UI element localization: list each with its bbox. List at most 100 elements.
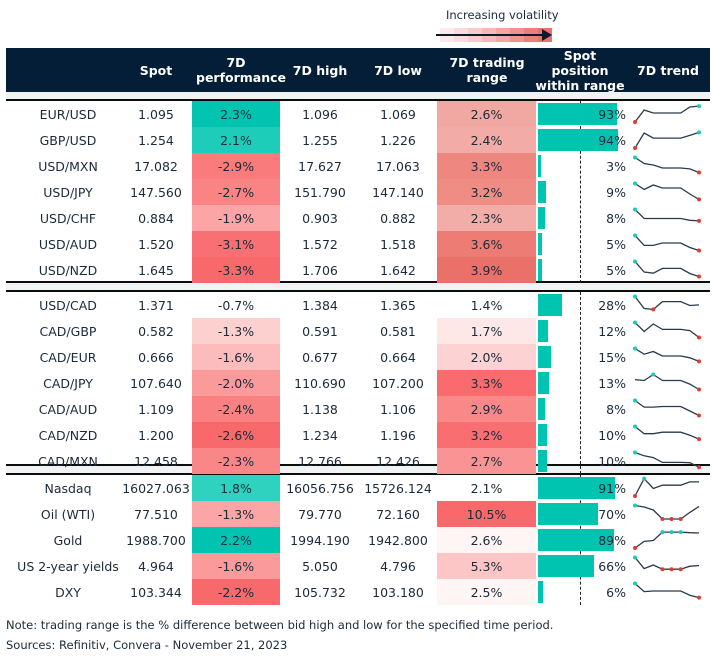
instrument-name: EUR/USD [39,106,97,122]
sparkline-low-point [697,359,701,364]
spot-value: 1.645 [138,262,174,278]
sparkline-high-point [633,398,637,403]
sparkline-high-point [633,346,637,351]
high-value: 1.384 [302,297,338,313]
trading-range-value: 3.2% [437,422,536,448]
midpoint-dashed-line [580,101,581,283]
instrument-name: Gold [53,532,83,548]
footnote: Note: trading range is the % difference … [6,618,554,632]
sparkline-low-point [697,218,701,223]
position-bar-cell: 5% [538,231,626,257]
sparkline-high-point [633,233,637,238]
sparkline-high-point [633,555,637,560]
low-value: 1.642 [380,262,416,278]
sparkline-svg [633,450,701,470]
instrument-name: CAD/NZD [38,427,98,443]
trading-range-value: 2.3% [437,205,536,231]
position-bar-cell: 8% [538,205,626,231]
position-bar-cell: 5% [538,257,626,283]
position-bar-cell: 10% [538,422,626,448]
sparkline-high-point [642,476,647,481]
spot-value: 1.371 [138,297,174,313]
sparkline-low-point [660,517,665,521]
position-percent: 91% [598,480,626,496]
position-bar [538,581,543,603]
sparkline-svg [633,259,701,279]
position-bar [538,398,545,420]
spot-value: 0.884 [138,210,174,226]
spot-value: 1.254 [138,132,174,148]
low-value: 17.063 [376,158,420,174]
sparkline-high-point [697,130,701,135]
position-percent: 94% [598,132,626,148]
sparkline-low-point [697,413,701,418]
performance-value: -2.2% [192,579,280,605]
sparkline-high-point [633,503,637,508]
high-value: 0.903 [302,210,338,226]
sparkline-high-point [633,259,637,264]
sparkline-line [634,557,700,570]
trend-sparkline [632,527,704,553]
position-bar [538,129,618,151]
sparkline-svg [633,503,700,521]
instrument-name: CAD/EUR [39,349,97,365]
position-bar-cell: 66% [538,553,626,579]
position-bar [538,259,542,281]
sparkline-low-point [697,437,701,442]
trend-sparkline [632,231,704,257]
sparkline-line [634,451,700,468]
position-percent: 66% [598,558,626,574]
sparkline-low-point [633,546,637,550]
sparkline-line [634,531,700,549]
sparkline-line [634,399,700,417]
col-header-high: 7D high [292,62,348,78]
low-value: 0.581 [380,323,416,339]
trading-range-value: 2.1% [437,475,536,501]
table-row: EUR/USD 1.095 2.3% 1.096 1.069 2.6% 93% [6,101,710,127]
low-value: 0.664 [380,349,416,365]
trend-sparkline [632,257,704,283]
trading-range-value: 1.4% [437,292,536,318]
sparkline-high-point [633,581,637,586]
high-value: 1994.190 [290,532,350,548]
col-header-performance: 7D performance [192,48,286,92]
low-value: 0.882 [380,210,416,226]
position-bar-cell: 15% [538,344,626,370]
performance-value: -1.3% [192,318,280,344]
trading-range-value: 3.6% [437,231,536,257]
low-value: 147.140 [372,184,424,200]
spot-value: 1.109 [138,401,174,417]
performance-value: -3.3% [192,257,280,283]
position-bar-cell: 91% [538,475,626,501]
table-row: USD/CAD 1.371 -0.7% 1.384 1.365 1.4% 28% [6,292,710,318]
position-bar-cell: 13% [538,370,626,396]
performance-value: 2.1% [192,127,280,153]
sparkline-svg [633,104,701,124]
sparkline-high-point [633,320,637,325]
table-row: Gold 1988.700 2.2% 1994.190 1942.800 2.6% 89% [6,527,710,553]
sparkline-svg [633,207,701,223]
trend-sparkline [632,475,704,501]
position-bar-cell: 12% [538,318,626,344]
high-value: 1.096 [302,106,338,122]
sparkline-svg [633,424,701,442]
section-divider [6,290,710,292]
position-bar [538,346,551,368]
table-row: CAD/EUR 0.666 -1.6% 0.677 0.664 2.0% 15% [6,344,710,370]
instrument-name: USD/JPY [43,184,93,200]
sparkline-svg [633,398,701,418]
sources: Sources: Refinitiv, Convera - November 2… [6,638,288,652]
sparkline-high-point [669,530,674,535]
position-bar-cell: 70% [538,501,626,527]
position-percent: 8% [606,401,626,417]
sparkline-line [634,373,700,391]
performance-value: 2.3% [192,101,280,127]
sparkline-low-point [697,274,701,279]
arrowhead-icon [542,29,552,41]
position-bar [538,294,562,316]
position-bar-cell: 10% [538,448,626,474]
sparkline-line [634,425,700,440]
table-row: USD/AUD 1.520 -3.1% 1.572 1.518 3.6% 5% [6,231,710,257]
sparkline-low-point [669,517,674,521]
high-value: 79.770 [298,506,342,522]
